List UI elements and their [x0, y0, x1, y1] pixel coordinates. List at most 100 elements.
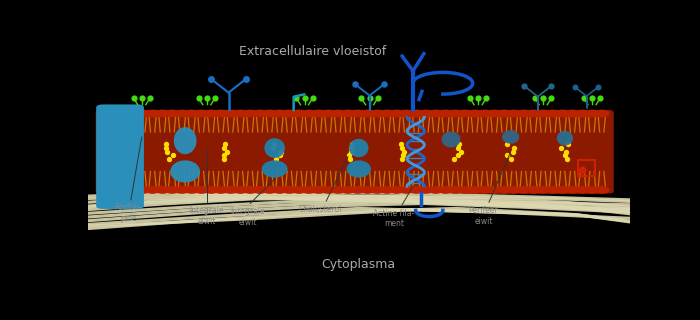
Circle shape [546, 187, 560, 193]
Point [144, 95, 155, 100]
Circle shape [302, 187, 316, 193]
Point [160, 146, 172, 151]
FancyBboxPatch shape [96, 110, 614, 194]
Circle shape [214, 110, 228, 117]
Circle shape [97, 187, 111, 193]
Circle shape [204, 187, 218, 193]
Point [529, 95, 540, 100]
Circle shape [566, 187, 580, 193]
Point [161, 142, 172, 147]
Circle shape [585, 187, 599, 193]
Text: Integrale
eiwit: Integrale eiwit [190, 206, 224, 226]
Circle shape [458, 110, 472, 117]
Circle shape [351, 110, 365, 117]
Circle shape [507, 187, 521, 193]
Ellipse shape [502, 130, 519, 144]
Point [344, 156, 356, 162]
Circle shape [370, 110, 384, 117]
Circle shape [155, 187, 169, 193]
Circle shape [185, 110, 199, 117]
Circle shape [517, 110, 531, 117]
Point [346, 146, 357, 151]
Circle shape [428, 187, 443, 193]
Circle shape [195, 187, 209, 193]
Point [505, 156, 516, 162]
Point [299, 95, 310, 100]
Circle shape [566, 110, 580, 117]
Circle shape [390, 110, 404, 117]
Text: Cytoplasma: Cytoplasma [322, 258, 395, 271]
Circle shape [165, 110, 179, 117]
Point [350, 82, 361, 87]
Point [452, 146, 463, 151]
Point [538, 95, 549, 100]
Circle shape [536, 110, 550, 117]
Point [453, 153, 464, 158]
Point [162, 149, 173, 154]
Text: Integrale
eiwit: Integrale eiwit [230, 207, 265, 227]
Circle shape [175, 187, 189, 193]
Point [128, 95, 139, 100]
Point [509, 146, 520, 151]
Point [398, 149, 409, 154]
Circle shape [448, 110, 463, 117]
Circle shape [595, 187, 609, 193]
Point [276, 149, 287, 154]
Circle shape [331, 110, 345, 117]
Circle shape [136, 110, 150, 117]
Circle shape [585, 110, 599, 117]
Ellipse shape [346, 160, 371, 178]
Circle shape [253, 110, 267, 117]
Circle shape [400, 187, 414, 193]
Circle shape [321, 110, 335, 117]
Point [455, 149, 466, 154]
Circle shape [136, 187, 150, 193]
Circle shape [272, 187, 286, 193]
Circle shape [233, 110, 248, 117]
Circle shape [448, 187, 463, 193]
Point [356, 95, 367, 100]
Circle shape [341, 110, 355, 117]
Circle shape [262, 187, 276, 193]
Circle shape [360, 187, 374, 193]
Point [501, 153, 512, 158]
Point [501, 142, 512, 147]
Circle shape [458, 187, 472, 193]
Circle shape [116, 187, 130, 193]
Circle shape [419, 110, 433, 117]
Circle shape [146, 187, 160, 193]
Text: Extracellulaire vloeistof: Extracellulaire vloeistof [239, 44, 386, 58]
Point [481, 95, 492, 100]
Point [167, 153, 178, 158]
Circle shape [312, 187, 326, 193]
Point [396, 156, 407, 162]
Circle shape [106, 187, 120, 193]
Point [209, 95, 220, 100]
Point [270, 156, 281, 162]
Point [560, 149, 571, 154]
Point [345, 149, 356, 154]
Circle shape [419, 187, 433, 193]
Circle shape [360, 110, 374, 117]
Circle shape [380, 110, 394, 117]
Ellipse shape [556, 131, 573, 146]
Point [364, 95, 375, 100]
Circle shape [341, 187, 355, 193]
Circle shape [155, 110, 169, 117]
Point [346, 142, 358, 147]
Circle shape [116, 110, 130, 117]
Point [344, 153, 355, 158]
Circle shape [468, 187, 482, 193]
Point [220, 142, 231, 147]
Circle shape [468, 110, 482, 117]
Point [222, 149, 233, 154]
Circle shape [477, 110, 491, 117]
Circle shape [487, 187, 501, 193]
Point [519, 84, 530, 89]
Ellipse shape [349, 139, 368, 157]
Circle shape [575, 187, 589, 193]
Circle shape [282, 187, 296, 193]
Point [546, 95, 557, 100]
Circle shape [224, 110, 238, 117]
Point [219, 156, 230, 162]
